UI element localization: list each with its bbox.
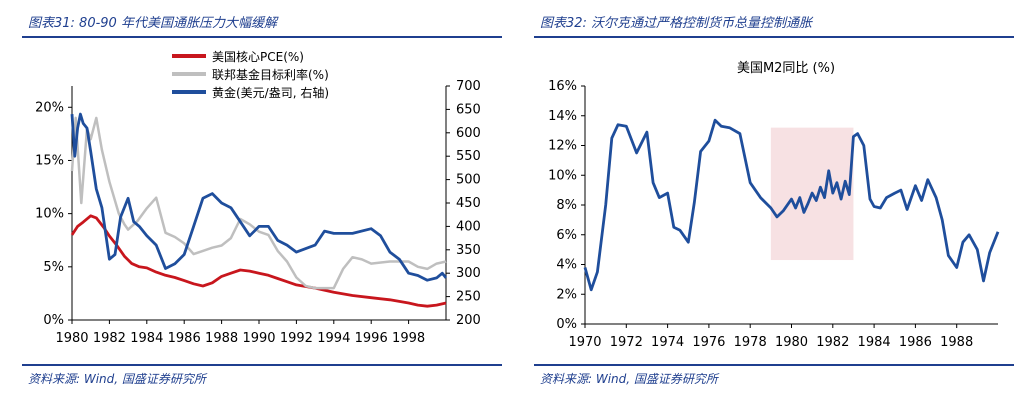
y-right-tick-label: 650 (456, 102, 481, 117)
right-chart: 美国M2同比 (%) 0% 2% 4% 6% 8% 10% 12% 14% 16% 1970 1972… (548, 61, 1000, 350)
y-right-tick-label: 300 (456, 266, 481, 281)
y-tick-label: 12% (548, 139, 577, 154)
figure-title: 图表32: 沃尔克通过严格控制货币总量控制通胀 (540, 16, 813, 31)
x-tick-label: 1998 (392, 331, 425, 346)
legend: 美国核心PCE(%) 联邦基金目标利率(%) 黄金(美元/盎司, 右轴) (172, 50, 329, 100)
y-left-tick-label: 10% (35, 207, 64, 222)
y-tick-label: 6% (556, 228, 577, 243)
x-tick-label: 1976 (692, 335, 725, 350)
y-left-tick-label: 5% (43, 260, 64, 275)
y-tick-label: 16% (548, 79, 577, 94)
x-tick-label: 1974 (651, 335, 684, 350)
series-line-m2 (583, 118, 1000, 292)
legend-label-fed: 联邦基金目标利率(%) (212, 67, 329, 82)
x-tick-label: 1990 (242, 331, 275, 346)
header-rule (534, 36, 1014, 38)
y-tick-label: 0% (556, 317, 577, 332)
y-tick-label: 8% (556, 198, 577, 213)
y-right-tick-label: 550 (456, 149, 481, 164)
footer-rule (22, 364, 502, 366)
x-tick-label: 1970 (568, 335, 601, 350)
y-right-tick-label: 250 (456, 290, 481, 305)
y-right-tick-label: 500 (456, 173, 481, 188)
y-right-tick-label: 600 (456, 126, 481, 141)
x-tick-label: 1992 (280, 331, 313, 346)
x-tick-label: 1978 (734, 335, 767, 350)
left-chart: 0% 5% 10% 15% 20% 200 250 300 350 400 450 500 550 600… (35, 50, 481, 346)
series-line-pce (70, 214, 447, 308)
x-tick-label: 1984 (858, 335, 891, 350)
x-tick-label: 1984 (130, 331, 163, 346)
x-tick-label: 1994 (317, 331, 350, 346)
right-chart-panel: 图表32: 沃尔克通过严格控制货币总量控制通胀 美国M2同比 (%) 0% 2% 4%… (512, 0, 1024, 403)
y-tick-label: 2% (556, 287, 577, 302)
header-rule (22, 36, 502, 38)
x-tick-label: 1972 (610, 335, 643, 350)
x-tick-label: 1980 (775, 335, 808, 350)
x-tick-label: 1986 (168, 331, 201, 346)
x-tick-label: 1988 (940, 335, 973, 350)
y-tick-label: 4% (556, 258, 577, 273)
y-tick-label: 14% (548, 109, 577, 124)
x-tick-label: 1986 (899, 335, 932, 350)
x-tick-label: 1996 (355, 331, 388, 346)
chart-title: 美国M2同比 (%) (737, 61, 835, 76)
figure-title: 图表31: 80-90 年代美国通胀压力大幅缓解 (28, 16, 277, 31)
left-chart-panel: 图表31: 80-90 年代美国通胀压力大幅缓解 0% 5% 10% 15% 20% 20… (22, 16, 502, 386)
y-right-tick-label: 700 (456, 79, 481, 94)
y-tick-label: 10% (548, 168, 577, 183)
y-right-tick-label: 450 (456, 196, 481, 211)
y-right-tick-label: 200 (456, 313, 481, 328)
y-left-tick-label: 20% (35, 100, 64, 115)
y-left-tick-label: 0% (43, 313, 64, 328)
y-left-tick-label: 15% (35, 153, 64, 168)
legend-label-gold: 黄金(美元/盎司, 右轴) (212, 85, 329, 100)
x-tick-label: 1988 (205, 331, 238, 346)
x-tick-label: 1982 (93, 331, 126, 346)
source-note: 资料来源: Wind, 国盛证券研究所 (28, 372, 206, 386)
y-right-tick-label: 400 (456, 219, 481, 234)
legend-label-pce: 美国核心PCE(%) (212, 50, 304, 64)
x-tick-label: 1980 (55, 331, 88, 346)
footer-rule (534, 364, 1014, 366)
series-line-gold (70, 112, 448, 282)
x-tick-label: 1982 (816, 335, 849, 350)
y-right-tick-label: 350 (456, 243, 481, 258)
series-line-fed (70, 116, 447, 290)
source-note: 资料来源: Wind, 国盛证券研究所 (540, 372, 718, 386)
